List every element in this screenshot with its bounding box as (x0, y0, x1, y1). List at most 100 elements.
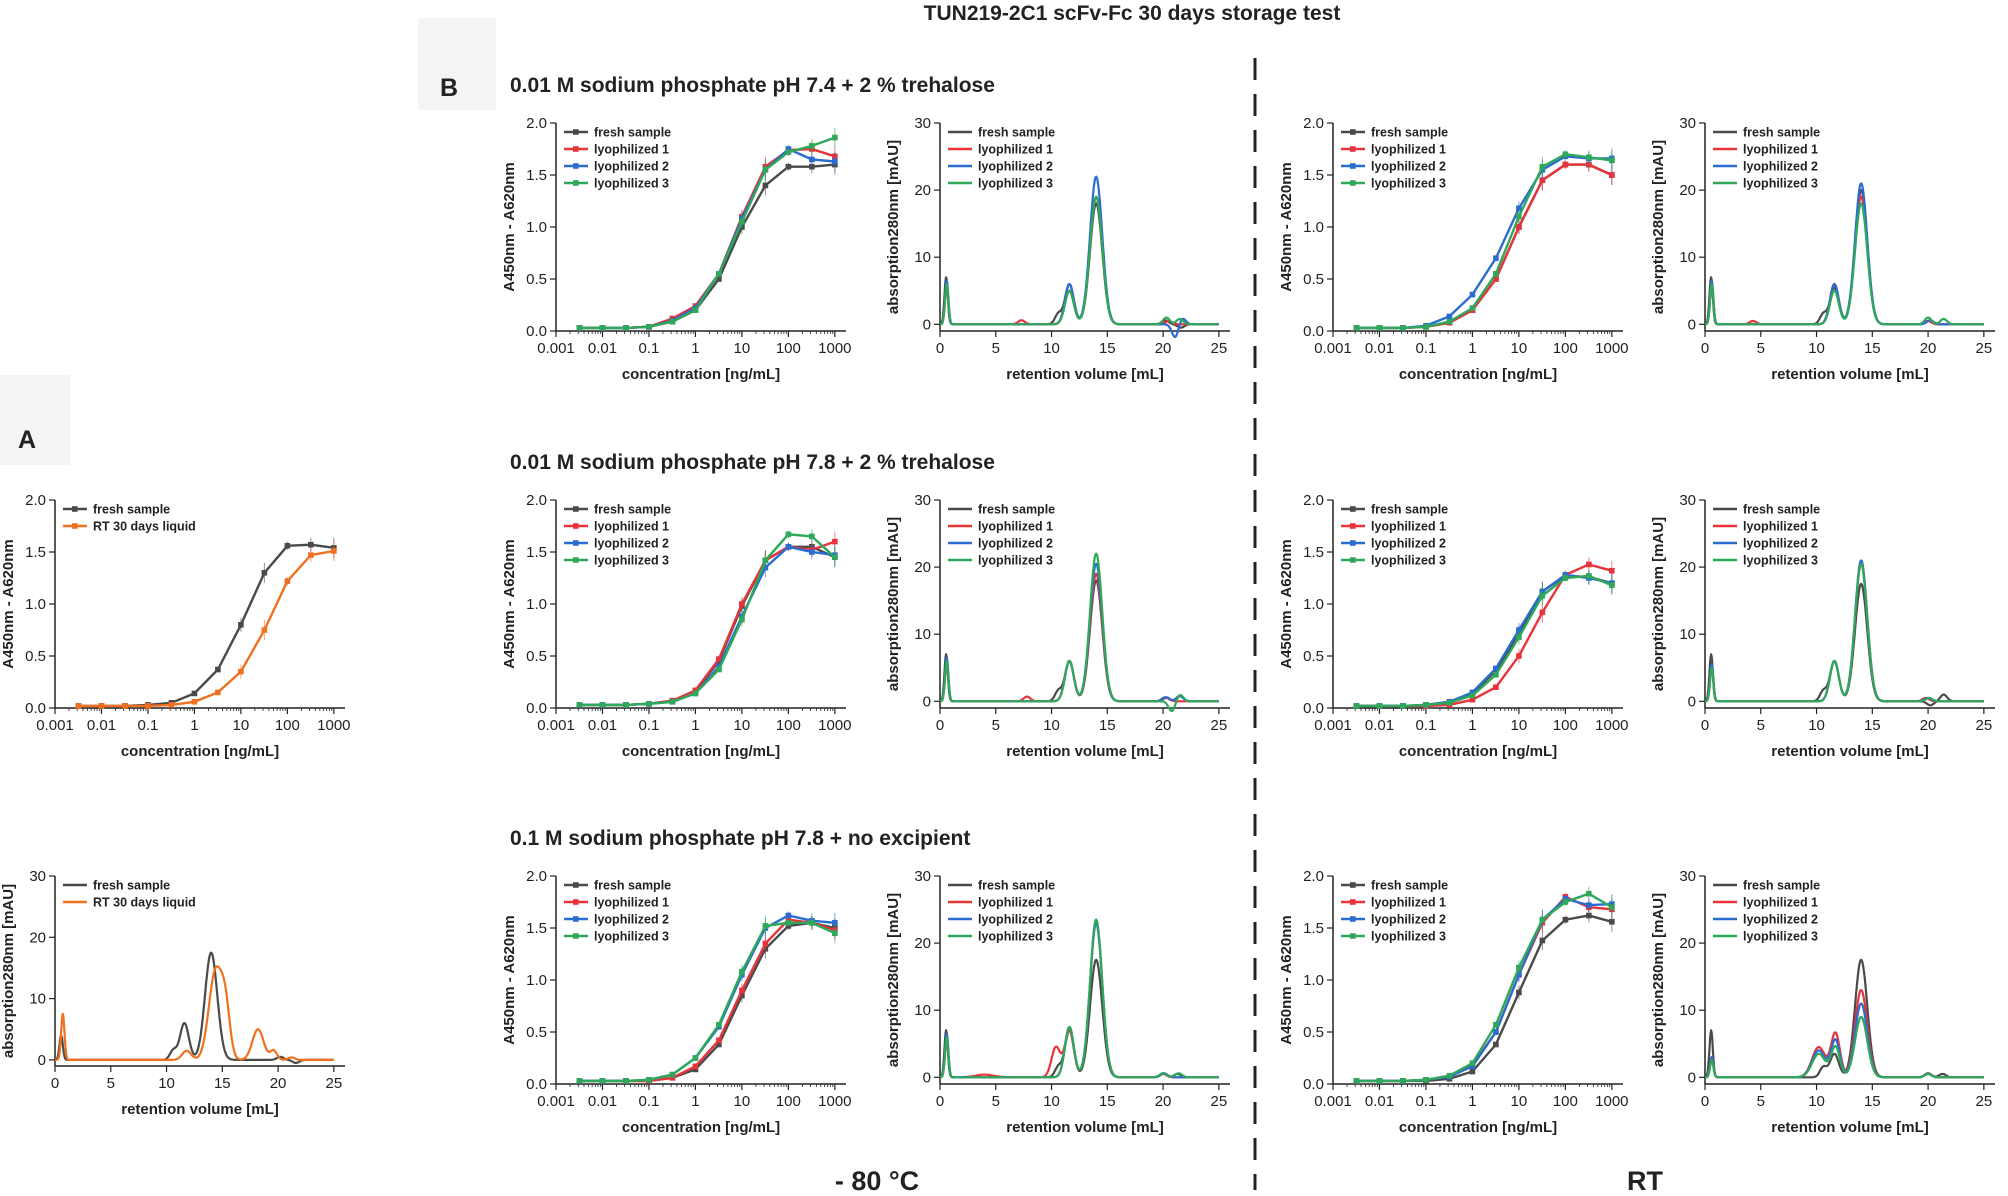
y-tick-label: 2.0 (1303, 868, 1324, 885)
data-point (1493, 1041, 1499, 1048)
x-tick-label: 100 (1553, 1093, 1578, 1110)
legend-marker (573, 180, 579, 186)
chart-B3_rt_sec: 0 5 10 15 20 25 0 10 20 30 retention volume [mL] ab… (1650, 868, 1995, 1136)
y-tick-label: 1.5 (1303, 920, 1324, 937)
x-tick-label: 1 (691, 1093, 699, 1110)
data-point (762, 940, 769, 947)
y-axis-label: absorption280nm [mAU] (1650, 517, 1667, 691)
data-point (1469, 1060, 1476, 1066)
series-fresh-sample (939, 958, 1220, 1079)
series-line (78, 549, 335, 708)
x-tick-label: 1000 (317, 717, 350, 734)
data-point (215, 666, 221, 673)
data-point (1562, 899, 1569, 905)
x-tick-label: 1 (1468, 340, 1476, 357)
x-tick-label: 1000 (818, 1093, 851, 1110)
data-point (238, 668, 244, 675)
condition-label-rt: RT (1627, 1166, 1663, 1196)
legend-marker (1350, 899, 1356, 905)
series-trace (1704, 202, 1985, 326)
legend-label: lyophilized 3 (1743, 554, 1818, 568)
data-point (692, 690, 699, 697)
panel-a-label: A (18, 426, 36, 454)
data-point (576, 702, 583, 708)
y-tick-label: 30 (914, 868, 931, 885)
legend-marker (573, 146, 579, 152)
x-tick-label: 5 (1757, 1093, 1765, 1110)
data-point (1446, 318, 1453, 325)
x-tick-label: 0.1 (639, 1093, 660, 1110)
series-trace (1704, 1015, 1985, 1079)
x-tick-label: 25 (1976, 717, 1993, 734)
data-point (646, 1077, 652, 1083)
legend-label: lyophilized 1 (1743, 520, 1818, 534)
data-point (1469, 696, 1476, 703)
chart-B1_rt_elisa: 0.001 0.01 0.1 1 10 100 1000 0.0 0.5 1.0 1.5 2.0 con… (1278, 115, 1629, 383)
legend-label: lyophilized 3 (978, 177, 1053, 191)
data-point (809, 143, 815, 149)
data-point (785, 544, 792, 550)
series-lyophilized-2 (1704, 182, 1985, 326)
data-point (1562, 916, 1569, 923)
legend: fresh sample lyophilized 1 lyophilized 2 ly… (1341, 126, 1448, 191)
x-axis-label: retention volume [mL] (1771, 1119, 1929, 1136)
series-line (1356, 574, 1613, 708)
row-title-3: 0.1 M sodium phosphate pH 7.8 + no excip… (510, 827, 970, 850)
data-point (1493, 1029, 1499, 1035)
data-point (1469, 689, 1476, 696)
data-point (809, 533, 815, 540)
data-point (576, 1078, 583, 1084)
y-tick-label: 1.0 (25, 596, 46, 613)
legend-label: lyophilized 3 (1371, 554, 1446, 568)
data-point (692, 687, 699, 694)
y-tick-label: 0.5 (25, 648, 46, 665)
data-point (716, 1021, 722, 1028)
x-tick-label: 5 (1757, 717, 1765, 734)
y-tick-label: 0.5 (1303, 271, 1324, 288)
x-tick-label: 25 (1211, 340, 1228, 357)
legend-label: lyophilized 1 (1371, 520, 1446, 534)
data-point (762, 167, 769, 173)
series-lyophilized-1 (939, 921, 1220, 1079)
series-line (78, 543, 334, 708)
x-tick-label: 0.01 (588, 340, 617, 357)
y-tick-label: 10 (29, 991, 46, 1008)
y-axis-label: A450nm - A620nm (501, 162, 518, 292)
data-point (1446, 313, 1453, 320)
y-axis-label: absorption280nm [mAU] (1650, 893, 1667, 1067)
y-tick-label: 0 (38, 1052, 46, 1069)
legend-marker (573, 163, 579, 169)
data-point (331, 548, 337, 554)
x-tick-label: 0 (1701, 1093, 1709, 1110)
x-tick-label: 15 (214, 1075, 231, 1092)
y-axis-label: A450nm - A620nm (1278, 915, 1295, 1045)
data-point (1586, 573, 1592, 579)
main-title: TUN219-2C1 scFv-Fc 30 days storage test (924, 2, 1341, 25)
data-point (762, 557, 769, 564)
x-axis-label: retention volume [mL] (1006, 1119, 1164, 1136)
series-lyophilized-2 (1704, 1002, 1985, 1079)
legend-marker (1350, 933, 1356, 939)
y-tick-label: 0.5 (1303, 648, 1324, 665)
x-axis-label: concentration [ng/mL] (622, 366, 780, 383)
data-point (1516, 205, 1522, 212)
data-point (1493, 665, 1499, 672)
data-point (785, 163, 792, 170)
y-tick-label: 10 (1679, 249, 1696, 266)
y-tick-label: 2.0 (25, 492, 46, 509)
y-tick-label: 1.0 (1303, 972, 1324, 989)
data-point (716, 663, 722, 670)
y-tick-label: 1.0 (526, 219, 547, 236)
y-axis-label: A450nm - A620nm (501, 539, 518, 669)
series-lyophilized-3 (939, 195, 1220, 326)
data-point (1493, 271, 1499, 277)
y-tick-label: 2.0 (1303, 115, 1324, 132)
legend: fresh sample lyophilized 1 lyophilized 2 ly… (948, 879, 1055, 944)
data-point (122, 703, 128, 709)
legend-label: lyophilized 1 (978, 520, 1053, 534)
legend-marker (1350, 129, 1356, 135)
legend-label: lyophilized 2 (1743, 160, 1818, 174)
data-point (1516, 989, 1522, 996)
series-lyophilized-1 (939, 572, 1220, 703)
